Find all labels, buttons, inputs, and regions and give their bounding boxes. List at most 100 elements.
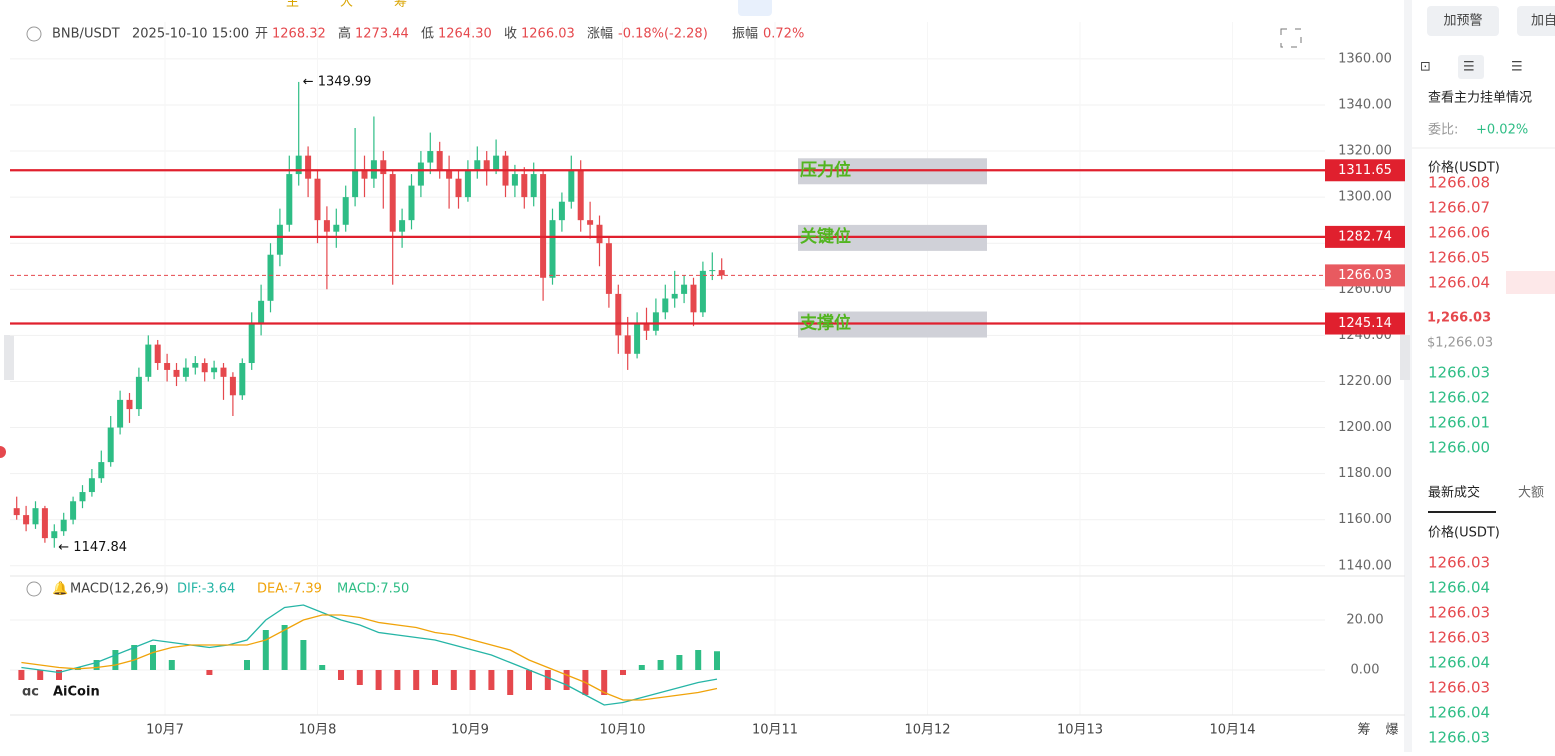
candle-body [276, 224, 283, 255]
toolbar [0, 0, 1410, 20]
candle-body [192, 363, 199, 368]
candle-body [98, 462, 105, 479]
icon-bg[interactable] [1458, 55, 1484, 79]
corner-button[interactable]: 爆 [1385, 723, 1398, 738]
legend-entry: DEA:-7.39 [257, 582, 322, 597]
depth-title[interactable]: 查看主力挂单情况 [1428, 90, 1532, 106]
badge [0, 446, 6, 458]
icon[interactable]: ☰ [1511, 60, 1523, 75]
level-price: 1282.74 [1338, 229, 1392, 244]
candle-body [305, 155, 312, 179]
y-tick-label: 20.00 [1346, 613, 1383, 628]
macd-bar [319, 665, 326, 670]
candle-body [79, 492, 86, 502]
macd-bar [469, 670, 476, 690]
corner-button[interactable]: 筹 [1357, 722, 1370, 738]
level-tag: 关键位 [800, 226, 851, 247]
legend-entry: MACD:7.50 [337, 582, 409, 597]
candle-body [643, 323, 650, 331]
candle-body [436, 151, 443, 170]
annotation-arrow: ← [58, 540, 69, 555]
candle-body [681, 284, 688, 294]
level-price-box [1325, 159, 1405, 182]
x-tick-label: 10月9 [451, 723, 489, 738]
field-value: 1268.32 [272, 27, 326, 42]
trade-price: 1266.03 [1428, 629, 1490, 647]
fullscreen-icon[interactable] [1280, 28, 1302, 48]
legend-entry: DIF:-3.64 [177, 582, 235, 597]
toolbar-item[interactable]: 筹 [394, 0, 407, 10]
candle-body [549, 220, 556, 278]
x-tick-label: 10月12 [904, 723, 950, 738]
macd-bar [300, 640, 307, 670]
collapse-icon[interactable] [26, 26, 42, 42]
trade-price: 1266.04 [1428, 704, 1490, 722]
ask-price: 1266.06 [1428, 224, 1490, 242]
candle-body [427, 151, 434, 163]
candle-body [361, 169, 368, 179]
tab[interactable]: 最新成交 [1428, 485, 1480, 501]
macd-bar [375, 670, 382, 690]
candle-body [323, 220, 330, 232]
macd-bar [676, 655, 683, 670]
button[interactable]: 加自 [1531, 14, 1555, 29]
tab[interactable]: 大额 [1518, 486, 1544, 501]
candle-body [107, 427, 114, 463]
candle-body [605, 243, 612, 294]
y-tick-label: 1320.00 [1338, 144, 1392, 159]
macd-bar [638, 665, 645, 670]
candle-body [690, 284, 697, 313]
y-tick-label: 1220.00 [1338, 374, 1392, 389]
macd-bar [112, 650, 119, 670]
button[interactable]: 加预警 [1443, 13, 1482, 29]
candle-body [267, 254, 274, 301]
macd-bar [93, 660, 100, 670]
side-handle[interactable] [1400, 335, 1410, 380]
ask-price: 1266.04 [1428, 274, 1490, 292]
candle-body [624, 335, 631, 354]
y-tick-label: 1340.00 [1338, 97, 1392, 112]
candle-body [51, 531, 58, 539]
field-label: 低 [421, 27, 434, 42]
candle-body [342, 197, 349, 225]
candle-body [154, 344, 161, 364]
macd-bar [244, 660, 250, 670]
side-handle[interactable] [4, 335, 14, 380]
icon[interactable]: ☰ [1463, 60, 1475, 75]
bid-price: 1266.03 [1428, 364, 1490, 382]
last-price-label: 1266.03 [1338, 268, 1392, 283]
candle-body [380, 160, 387, 175]
toolbar-item[interactable]: 大 [340, 0, 353, 10]
candle-body [634, 323, 641, 354]
field-label: 开 [255, 27, 268, 42]
macd-bar [544, 670, 551, 690]
toolbar-item[interactable]: 主 [286, 0, 299, 10]
candle-body [530, 174, 537, 198]
button-bg[interactable] [1427, 6, 1499, 36]
macd-bar [563, 670, 570, 690]
collapse-icon[interactable] [26, 581, 42, 597]
candle-body [164, 363, 171, 370]
x-tick-label: 10月7 [146, 723, 184, 738]
ask-price: 1266.07 [1428, 199, 1490, 217]
icon[interactable]: ⊡ [1420, 60, 1431, 75]
bid-price: 1266.01 [1428, 414, 1490, 432]
bell-icon[interactable]: 🔔 [52, 581, 68, 597]
y-tick-label: 0.00 [1351, 663, 1380, 678]
y-tick-label: 1200.00 [1338, 420, 1392, 435]
macd-bar [432, 670, 438, 685]
candle-body [464, 169, 471, 198]
macd-bar [150, 645, 156, 670]
candle-body [417, 162, 424, 186]
candle-body [117, 399, 124, 428]
macd-bar [168, 660, 175, 670]
macd-bar [413, 670, 420, 690]
candle-body [126, 399, 133, 410]
candle-body [540, 174, 547, 278]
y-tick-label: 1300.00 [1338, 190, 1392, 205]
candle-body [60, 519, 67, 532]
button-bg[interactable] [1517, 6, 1555, 36]
macd-bar [131, 645, 138, 670]
trade-price: 1266.03 [1428, 604, 1490, 622]
